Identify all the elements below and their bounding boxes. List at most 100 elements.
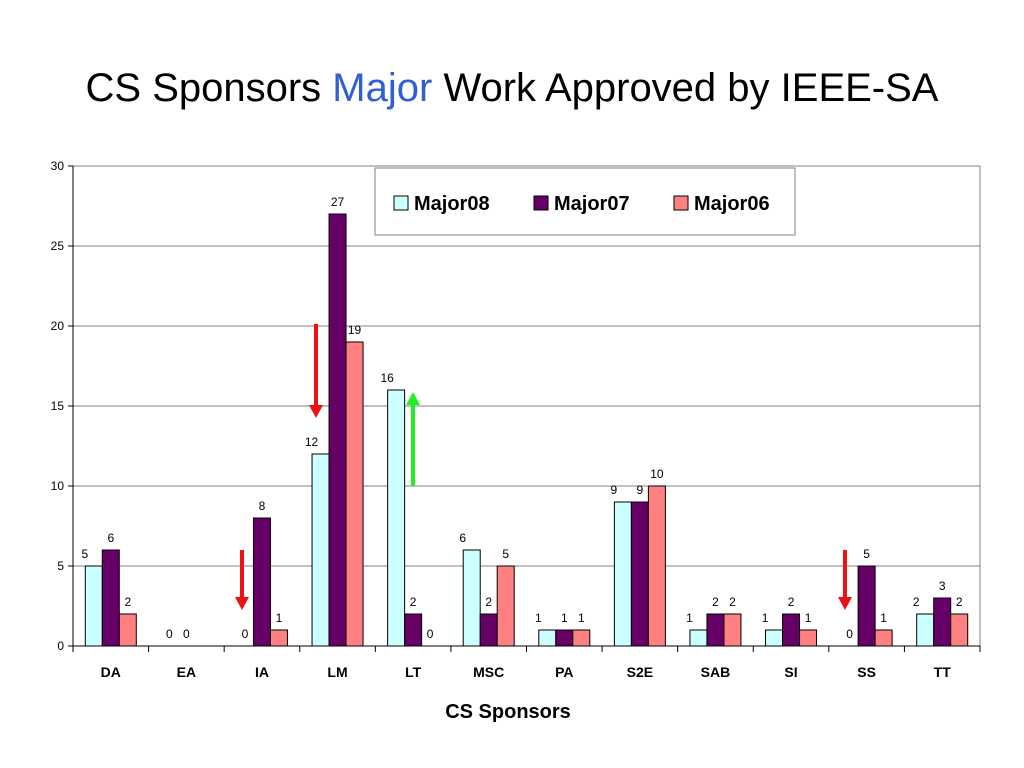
arrow-down-ss	[838, 550, 852, 610]
bar-major07-s2e	[630, 501, 649, 647]
bar-major07-msc	[479, 613, 498, 647]
bar-major08-lt	[387, 389, 406, 647]
data-label: 0	[846, 627, 853, 641]
title-highlight: Major	[332, 66, 433, 110]
data-label: 19	[348, 323, 362, 337]
data-label: 1	[762, 611, 769, 625]
data-label: 8	[259, 499, 266, 513]
data-label: 16	[380, 371, 394, 385]
data-label: 6	[459, 531, 466, 545]
data-label: 2	[913, 595, 920, 609]
bar-major06-sab	[723, 613, 742, 647]
bar-major07-ss	[857, 565, 876, 647]
data-label: 2	[729, 595, 736, 609]
y-tick-label: 0	[57, 639, 64, 653]
x-tick-label: TT	[934, 664, 952, 680]
data-label: 1	[276, 611, 283, 625]
y-tick-label: 10	[51, 479, 65, 493]
gridlines	[73, 245, 980, 567]
title-part-2: Work Approved by IEEE-SA	[432, 66, 939, 110]
y-tick-label: 30	[51, 159, 65, 173]
arrow-down-ia	[235, 550, 249, 610]
data-label: 6	[107, 531, 114, 545]
data-label: 5	[502, 547, 509, 561]
data-label: 2	[410, 595, 417, 609]
bar-major06-pa	[572, 629, 591, 647]
bar-major08-sab	[689, 629, 708, 647]
legend-box	[374, 167, 796, 236]
x-tick-label: SI	[784, 664, 797, 680]
data-label: 10	[650, 467, 664, 481]
annotation-arrows	[235, 324, 852, 610]
data-label: 1	[535, 611, 542, 625]
x-axis-title: CS Sponsors	[445, 701, 571, 723]
legend-swatch	[393, 195, 409, 211]
bar-major07-da	[101, 549, 120, 647]
x-tick-label: SS	[857, 664, 876, 680]
bar-major06-da	[118, 613, 137, 647]
data-label: 2	[124, 595, 131, 609]
data-label: 27	[331, 195, 345, 209]
title-part-1: CS Sponsors	[85, 66, 333, 110]
data-label: 1	[561, 611, 568, 625]
x-tick-label: SAB	[701, 664, 731, 680]
bar-major08-da	[84, 565, 103, 647]
data-label: 0	[242, 627, 249, 641]
bar-major06-si	[799, 629, 818, 647]
data-label: 0	[183, 627, 190, 641]
x-tick-label: S2E	[627, 664, 653, 680]
x-tick-label: LM	[327, 664, 347, 680]
data-label: 1	[578, 611, 585, 625]
y-tick-label: 20	[51, 319, 65, 333]
data-label: 3	[939, 579, 946, 593]
bar-major08-lm	[311, 453, 330, 647]
bar-major07-tt	[933, 597, 952, 647]
data-label: 1	[686, 611, 693, 625]
arrow-up-lt	[406, 392, 420, 486]
bar-major07-lm	[328, 213, 347, 647]
bar-major06-lm	[345, 341, 364, 647]
data-label: 2	[485, 595, 492, 609]
y-tick-label: 25	[51, 239, 65, 253]
bar-major06-msc	[496, 565, 515, 647]
x-tick-label: IA	[255, 664, 269, 680]
bars	[84, 213, 969, 647]
data-label: 0	[427, 627, 434, 641]
data-label: 0	[166, 627, 173, 641]
bar-major07-sab	[706, 613, 725, 647]
x-tick-label: LT	[405, 664, 422, 680]
data-label: 9	[637, 483, 644, 497]
bar-major08-s2e	[613, 501, 632, 647]
bar-major08-tt	[916, 613, 935, 647]
x-tick-label: MSC	[473, 664, 504, 680]
bar-major07-ia	[252, 517, 271, 647]
arrow-down-lm	[309, 324, 323, 418]
data-label: 5	[863, 547, 870, 561]
bar-major06-tt	[950, 613, 969, 647]
legend-swatch	[533, 195, 549, 211]
bar-major06-ss	[874, 629, 893, 647]
bar-major07-lt	[404, 613, 423, 647]
bar-major07-si	[782, 613, 801, 647]
data-label: 5	[81, 547, 88, 561]
data-label: 1	[880, 611, 887, 625]
data-label: 12	[305, 435, 319, 449]
data-label: 9	[611, 483, 618, 497]
bar-major08-msc	[462, 549, 481, 647]
y-tick-label: 5	[57, 559, 64, 573]
slide-title: CS Sponsors Major Work Approved by IEEE-…	[0, 66, 1024, 111]
x-tick-label: DA	[101, 664, 121, 680]
data-label: 2	[788, 595, 795, 609]
legend: Major08 Major07 Major06	[374, 167, 796, 236]
bar-major06-ia	[269, 629, 288, 647]
legend-label: Major08	[414, 193, 490, 215]
data-label: 2	[956, 595, 963, 609]
bar-major08-pa	[538, 629, 557, 647]
bar-major06-s2e	[647, 485, 666, 647]
x-tick-label: PA	[555, 664, 573, 680]
data-label: 1	[805, 611, 812, 625]
data-label: 2	[712, 595, 719, 609]
